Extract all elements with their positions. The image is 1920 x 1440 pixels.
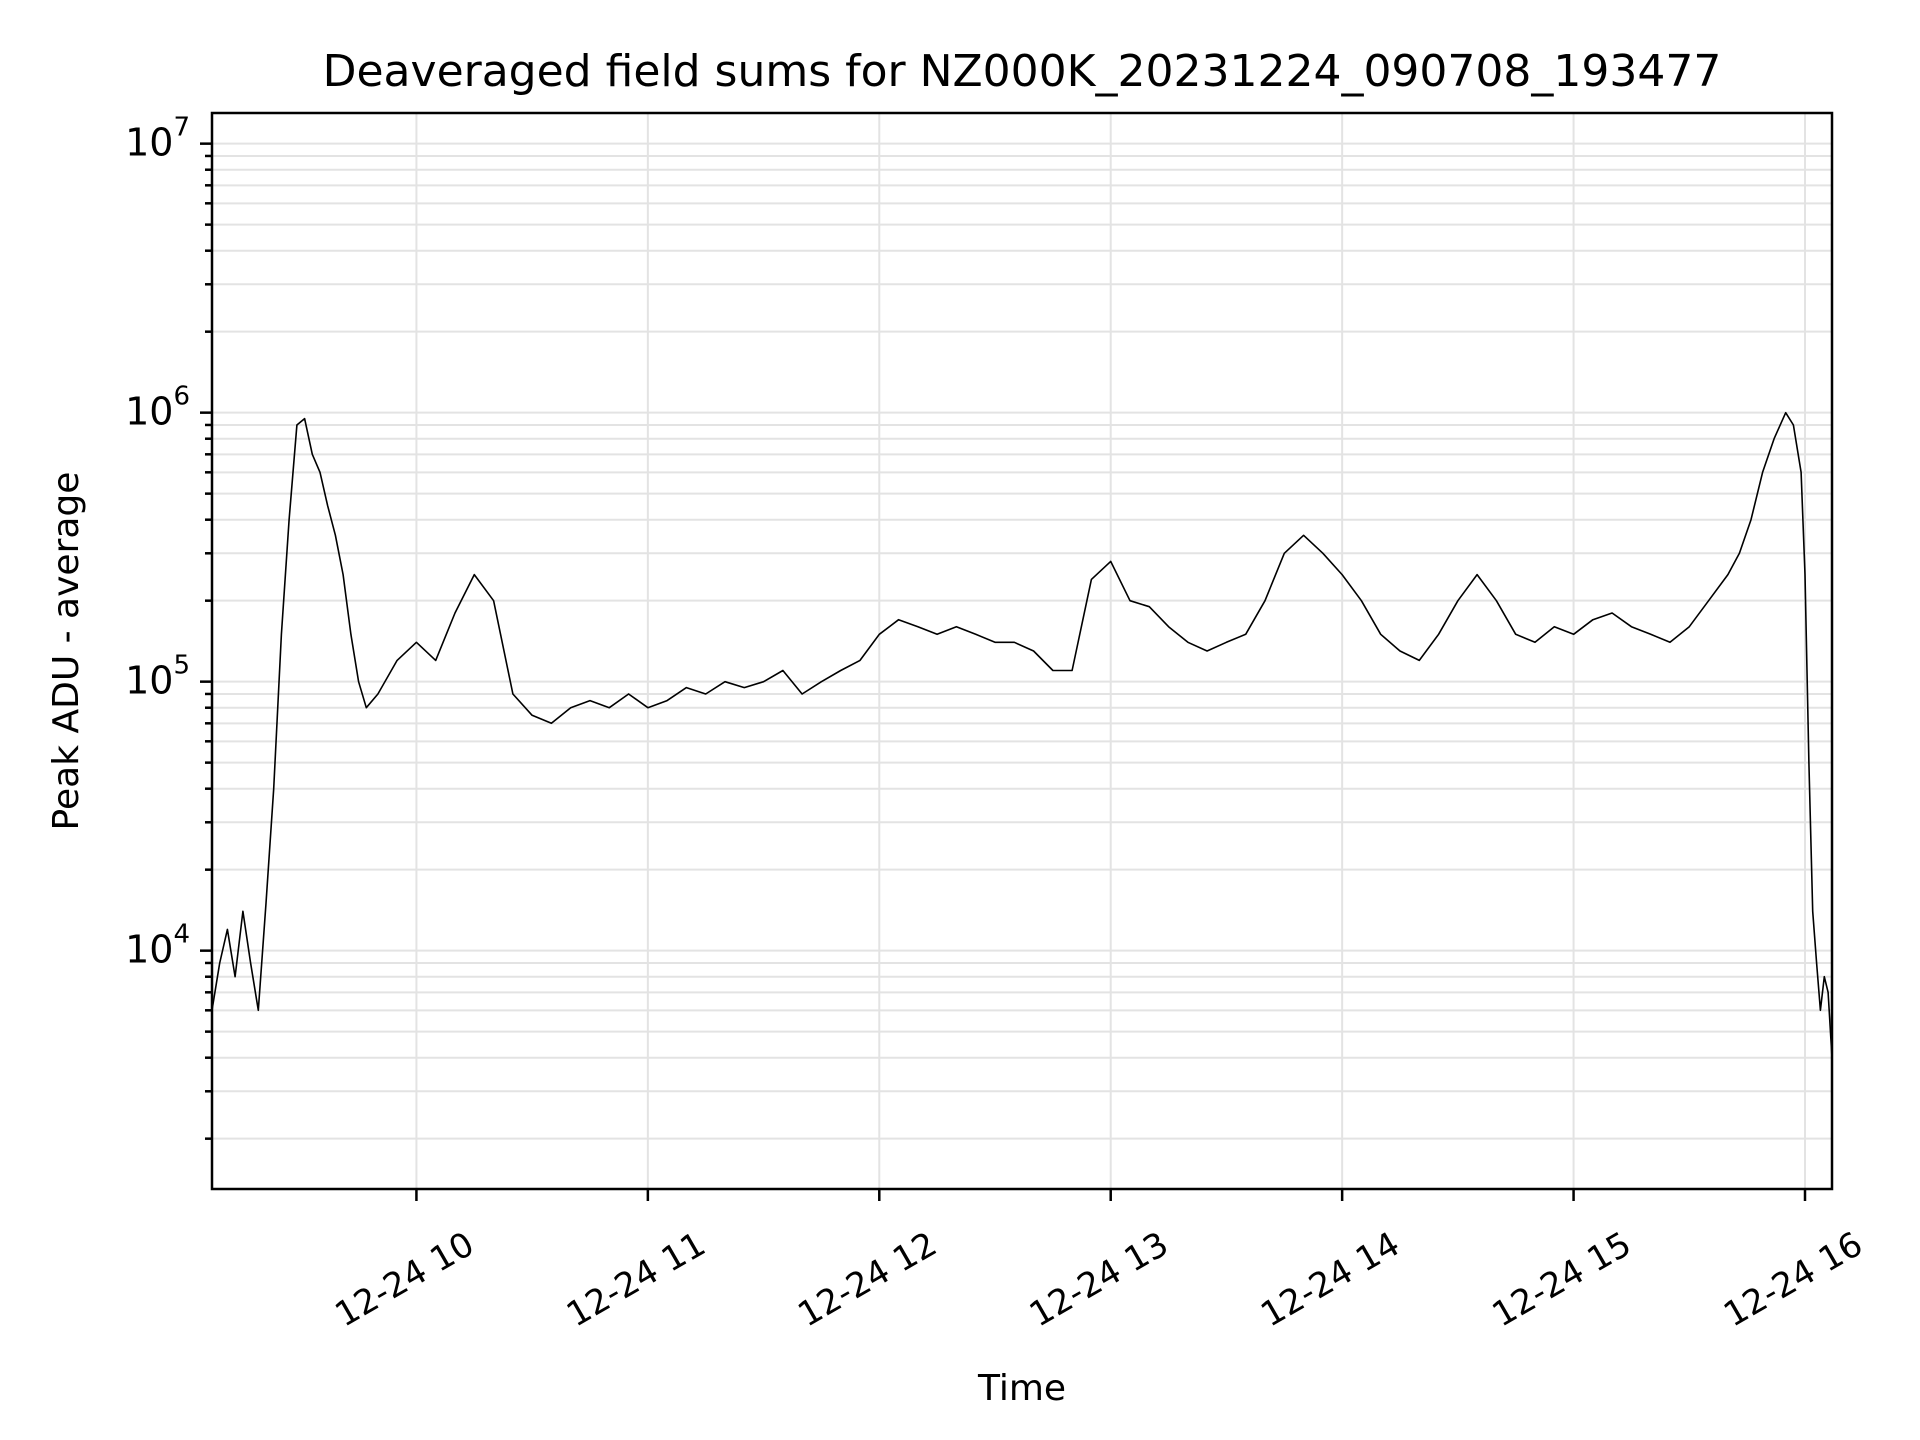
- y-tick-label: 104: [125, 920, 190, 972]
- x-axis-label: Time: [977, 1368, 1066, 1409]
- series-line: [211, 411, 1833, 1058]
- y-axis-ticks: 104 105 106 107: [125, 113, 212, 1140]
- y-axis-label: Peak ADU - average: [46, 472, 87, 831]
- chart-title: Deaveraged field sums for NZ000K_2023122…: [323, 46, 1722, 97]
- y-tick-label: 107: [125, 113, 190, 165]
- y-tick-label: 106: [125, 382, 190, 434]
- grid: [212, 113, 1832, 1189]
- plot-area: [211, 411, 1833, 1058]
- y-tick-label: 105: [125, 651, 190, 703]
- axes-frame: [210, 111, 1834, 1191]
